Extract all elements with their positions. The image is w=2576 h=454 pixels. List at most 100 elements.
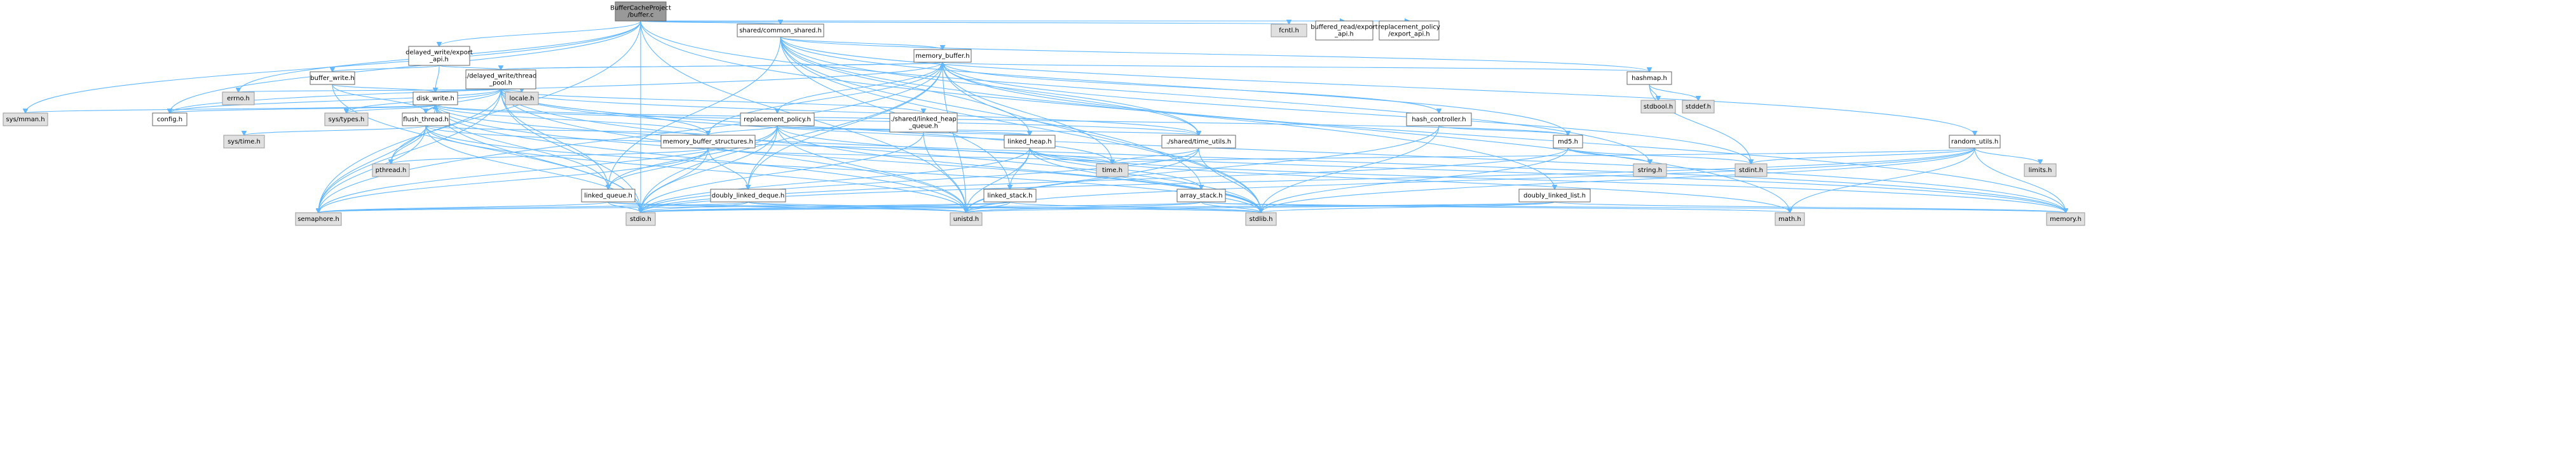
edge-doubly_list-to-stdio	[641, 201, 1555, 213]
node-linked-stack[interactable]: linked_stack.h	[983, 189, 1037, 203]
edge-random_utils-to-time_h	[1112, 147, 1975, 164]
edge-root-to-math	[640, 20, 1790, 213]
node-label: replacement_policy.h	[744, 116, 811, 123]
node-random-utils[interactable]: random_utils.h	[1949, 135, 2001, 149]
edge-memory_buffer-to-memory_h	[942, 62, 2066, 213]
edge-time_utils-to-time_h	[1112, 147, 1199, 164]
edge-delayed_thread-to-config	[170, 88, 501, 113]
edge-time_utils-to-stdio	[641, 147, 1199, 213]
node-delayed-export[interactable]: delayed_write/export_api.h	[405, 46, 473, 66]
edge-delayed_export-to-buffer_write	[332, 65, 440, 72]
node-limits: limits.h	[2024, 163, 2057, 177]
node-label: shared/common_shared.h	[739, 27, 822, 34]
node-sys-types: sys/types.h	[324, 112, 369, 126]
edge-linked_queue-to-semaphore	[318, 201, 609, 213]
node-layer: BufferCacheProject/buffer.c fcntl.h buffer…	[3, 1, 2085, 226]
node-label: config.h	[157, 116, 182, 123]
node-label: linked_heap.h	[1007, 138, 1051, 145]
edge-repl_policy-to-memory_h	[777, 125, 2066, 213]
node-doubly-list[interactable]: doubly_linked_list.h	[1518, 189, 1591, 203]
edge-array_stack-to-stdio	[641, 201, 1202, 213]
edge-random_utils-to-math	[1790, 147, 1975, 213]
node-label: _api.h	[1334, 31, 1354, 38]
node-linked-queue[interactable]: linked_queue.h	[581, 189, 636, 203]
node-shared-lheap-q[interactable]: ./shared/linked_heap_queue.h	[889, 112, 958, 133]
edge-doubly_list-to-unistd	[966, 201, 1555, 213]
node-pthread: pthread.h	[372, 163, 410, 177]
edge-mem_structures-to-doubly_deque	[707, 147, 748, 189]
node-label: locale.h	[510, 95, 535, 102]
node-array-stack[interactable]: array_stack.h	[1176, 189, 1226, 203]
node-delayed-thread[interactable]: ./delayed_write/thread_pool.h	[465, 69, 537, 90]
node-label: linked_queue.h	[584, 192, 632, 199]
edge-linked_stack-to-semaphore	[318, 201, 1011, 213]
edge-delayed_thread-to-time_utils	[500, 88, 1199, 135]
node-box	[3, 112, 48, 126]
edge-shared_lheap_q-to-linked_heap	[923, 132, 1030, 135]
edge-hashmap-to-stddef	[1649, 84, 1698, 100]
node-repl-policy[interactable]: replacement_policy.h	[740, 112, 815, 126]
node-label: math.h	[1778, 216, 1801, 223]
node-label: stddef.h	[1686, 103, 1711, 110]
node-math: math.h	[1775, 212, 1805, 226]
node-box	[1640, 100, 1676, 114]
edge-memory_buffer-to-semaphore	[318, 62, 943, 213]
edge-mem_structures-to-pthread	[391, 147, 709, 164]
node-box	[1949, 135, 2001, 149]
edge-doubly_list-to-stdlib	[1261, 201, 1555, 213]
node-label: _queue.h	[908, 123, 938, 130]
edge-buffer_write-to-disk_write	[332, 84, 435, 92]
node-label: doubly_linked_list.h	[1523, 192, 1586, 199]
edge-delayed_thread-to-errno	[238, 89, 501, 92]
edge-linked_heap-to-memory_h	[1029, 147, 2066, 213]
node-memory-buffer[interactable]: memory_buffer.h	[913, 49, 972, 63]
node-label: disk_write.h	[416, 95, 454, 102]
node-linked-heap[interactable]: linked_heap.h	[1004, 135, 1056, 149]
node-sys-mman: sys/mman.h	[3, 112, 48, 126]
node-box	[660, 135, 756, 149]
node-stdint: stdint.h	[1734, 163, 1768, 177]
edge-linked_stack-to-stdio	[641, 201, 1011, 213]
node-doubly-deque[interactable]: doubly_linked_deque.h	[710, 189, 786, 203]
edge-memory_buffer-to-time_h	[942, 62, 1112, 164]
edge-buffer_write-to-flush_thread	[332, 84, 426, 113]
node-label: string.h	[1638, 167, 1662, 174]
node-label: doubly_linked_deque.h	[712, 192, 785, 199]
node-root[interactable]: BufferCacheProject/buffer.c	[610, 1, 671, 22]
edge-root-to-fcntl	[640, 21, 1289, 24]
node-config[interactable]: config.h	[152, 112, 187, 126]
node-mem-structures[interactable]: memory_buffer_structures.h	[660, 135, 756, 149]
node-box	[737, 23, 824, 37]
node-md5[interactable]: md5.h	[1553, 135, 1583, 149]
node-stdio: stdio.h	[625, 212, 656, 226]
edge-disk_write-to-linked_queue	[435, 104, 608, 189]
node-hashmap[interactable]: hashmap.h	[1626, 71, 1672, 85]
node-time-utils[interactable]: ./shared/time_utils.h	[1161, 135, 1236, 149]
edge-delayed_thread-to-linked_queue	[500, 88, 608, 189]
node-box	[1406, 112, 1472, 126]
node-hash-controller[interactable]: hash_controller.h	[1406, 112, 1472, 126]
node-box	[1553, 135, 1583, 149]
node-repl-export[interactable]: replacement_policy/export_api.h	[1378, 20, 1440, 41]
edge-shared_common-to-random_utils	[780, 36, 1975, 135]
edge-flush_thread-to-sys_time	[244, 125, 426, 135]
node-shared-common[interactable]: shared/common_shared.h	[737, 23, 824, 37]
edge-md5-to-stdlib	[1261, 147, 1569, 213]
node-flush-thread[interactable]: flush_thread.h	[402, 112, 450, 126]
node-label: BufferCacheProject	[610, 5, 671, 12]
edge-memory_buffer-to-doubly_deque	[748, 62, 943, 189]
node-time-h: time.h	[1096, 163, 1129, 177]
node-box	[295, 212, 342, 226]
node-buffer-write[interactable]: buffer_write.h	[310, 71, 355, 85]
node-errno: errno.h	[222, 91, 255, 105]
node-box	[889, 112, 958, 133]
node-label: /buffer.c	[628, 12, 654, 19]
edge-memory_buffer-to-hash_controller	[942, 62, 1439, 113]
edge-delayed_thread-to-locale	[500, 89, 522, 92]
edge-root-to-delayed_export	[439, 20, 641, 46]
node-disk-write[interactable]: disk_write.h	[412, 91, 458, 105]
edge-shared_common-to-md5	[780, 36, 1568, 135]
edge-md5-to-stdint	[1567, 147, 1751, 164]
edge-layer	[25, 21, 2066, 213]
node-buffered-read[interactable]: buffered_read/export_api.h	[1311, 20, 1378, 41]
